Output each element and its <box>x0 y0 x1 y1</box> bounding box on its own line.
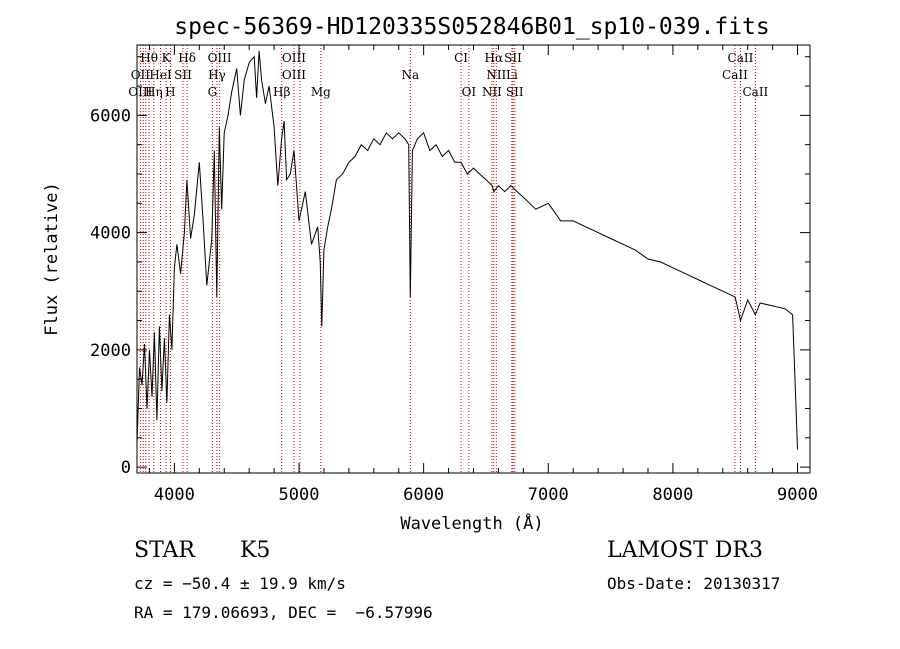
x-tick-label: 7000 <box>528 485 569 505</box>
line-label: OIII <box>208 51 232 65</box>
line-label: CaII <box>722 68 748 82</box>
object-subclass: K5 <box>240 538 271 563</box>
line-label: OI <box>462 85 477 99</box>
line-label: NII <box>486 68 506 82</box>
line-label: CaII <box>742 85 768 99</box>
observation-date: Obs-Date: 20130317 <box>607 574 781 593</box>
line-label: SII <box>174 68 192 82</box>
line-label: Hη <box>145 85 163 99</box>
line-label: Hγ <box>208 68 226 82</box>
line-label: NII <box>482 85 502 99</box>
line-label: Li <box>506 68 518 82</box>
ra-dec-coordinates: RA = 179.06693, DEC = −6.57996 <box>134 603 433 622</box>
chart-title: spec-56369-HD120335S052846B01_sp10-039.f… <box>174 14 769 40</box>
line-label: CI <box>454 51 468 65</box>
line-label: SII <box>506 85 524 99</box>
x-tick-label: 6000 <box>403 485 444 505</box>
line-label: Hβ <box>273 85 290 99</box>
y-tick-label: 2000 <box>90 341 131 361</box>
redshift-velocity: cz = −50.4 ± 19.9 km/s <box>134 574 346 593</box>
line-label: CaII <box>728 51 754 65</box>
x-tick-label: 5000 <box>279 485 320 505</box>
line-label: H <box>165 85 175 99</box>
line-label: K <box>162 51 172 65</box>
line-label: Mg <box>311 85 331 99</box>
y-tick-label: 4000 <box>90 224 131 244</box>
spectrum-line <box>136 50 798 450</box>
y-axis-label: Flux (relative) <box>42 182 62 336</box>
line-label: Hδ <box>178 51 196 65</box>
line-label: Hθ <box>140 51 158 65</box>
x-tick-label: 4000 <box>154 485 195 505</box>
line-label: OIII <box>282 68 306 82</box>
plot-frame <box>136 44 811 474</box>
y-axis-ticks: 0 2000 4000 6000 <box>90 56 810 478</box>
y-tick-label: 0 <box>121 458 131 478</box>
line-label: HeI <box>149 68 172 82</box>
object-class: STAR <box>134 538 195 563</box>
x-axis-ticks: 4000 5000 6000 7000 8000 9000 <box>148 45 818 505</box>
line-label: SII <box>504 51 522 65</box>
x-tick-label: 8000 <box>652 485 693 505</box>
survey-name: LAMOST DR3 <box>607 538 763 563</box>
line-label: OIII <box>282 51 306 65</box>
y-tick-label: 6000 <box>90 106 131 126</box>
x-tick-label: 9000 <box>777 485 818 505</box>
line-label: Na <box>401 68 419 82</box>
x-axis-label: Wavelength (Å) <box>400 512 543 534</box>
line-label: OII <box>131 68 151 82</box>
spectral-line-markers <box>139 45 756 473</box>
line-label: Hα <box>485 51 504 65</box>
line-label: G <box>208 85 218 99</box>
line-label: OIII <box>128 85 152 99</box>
